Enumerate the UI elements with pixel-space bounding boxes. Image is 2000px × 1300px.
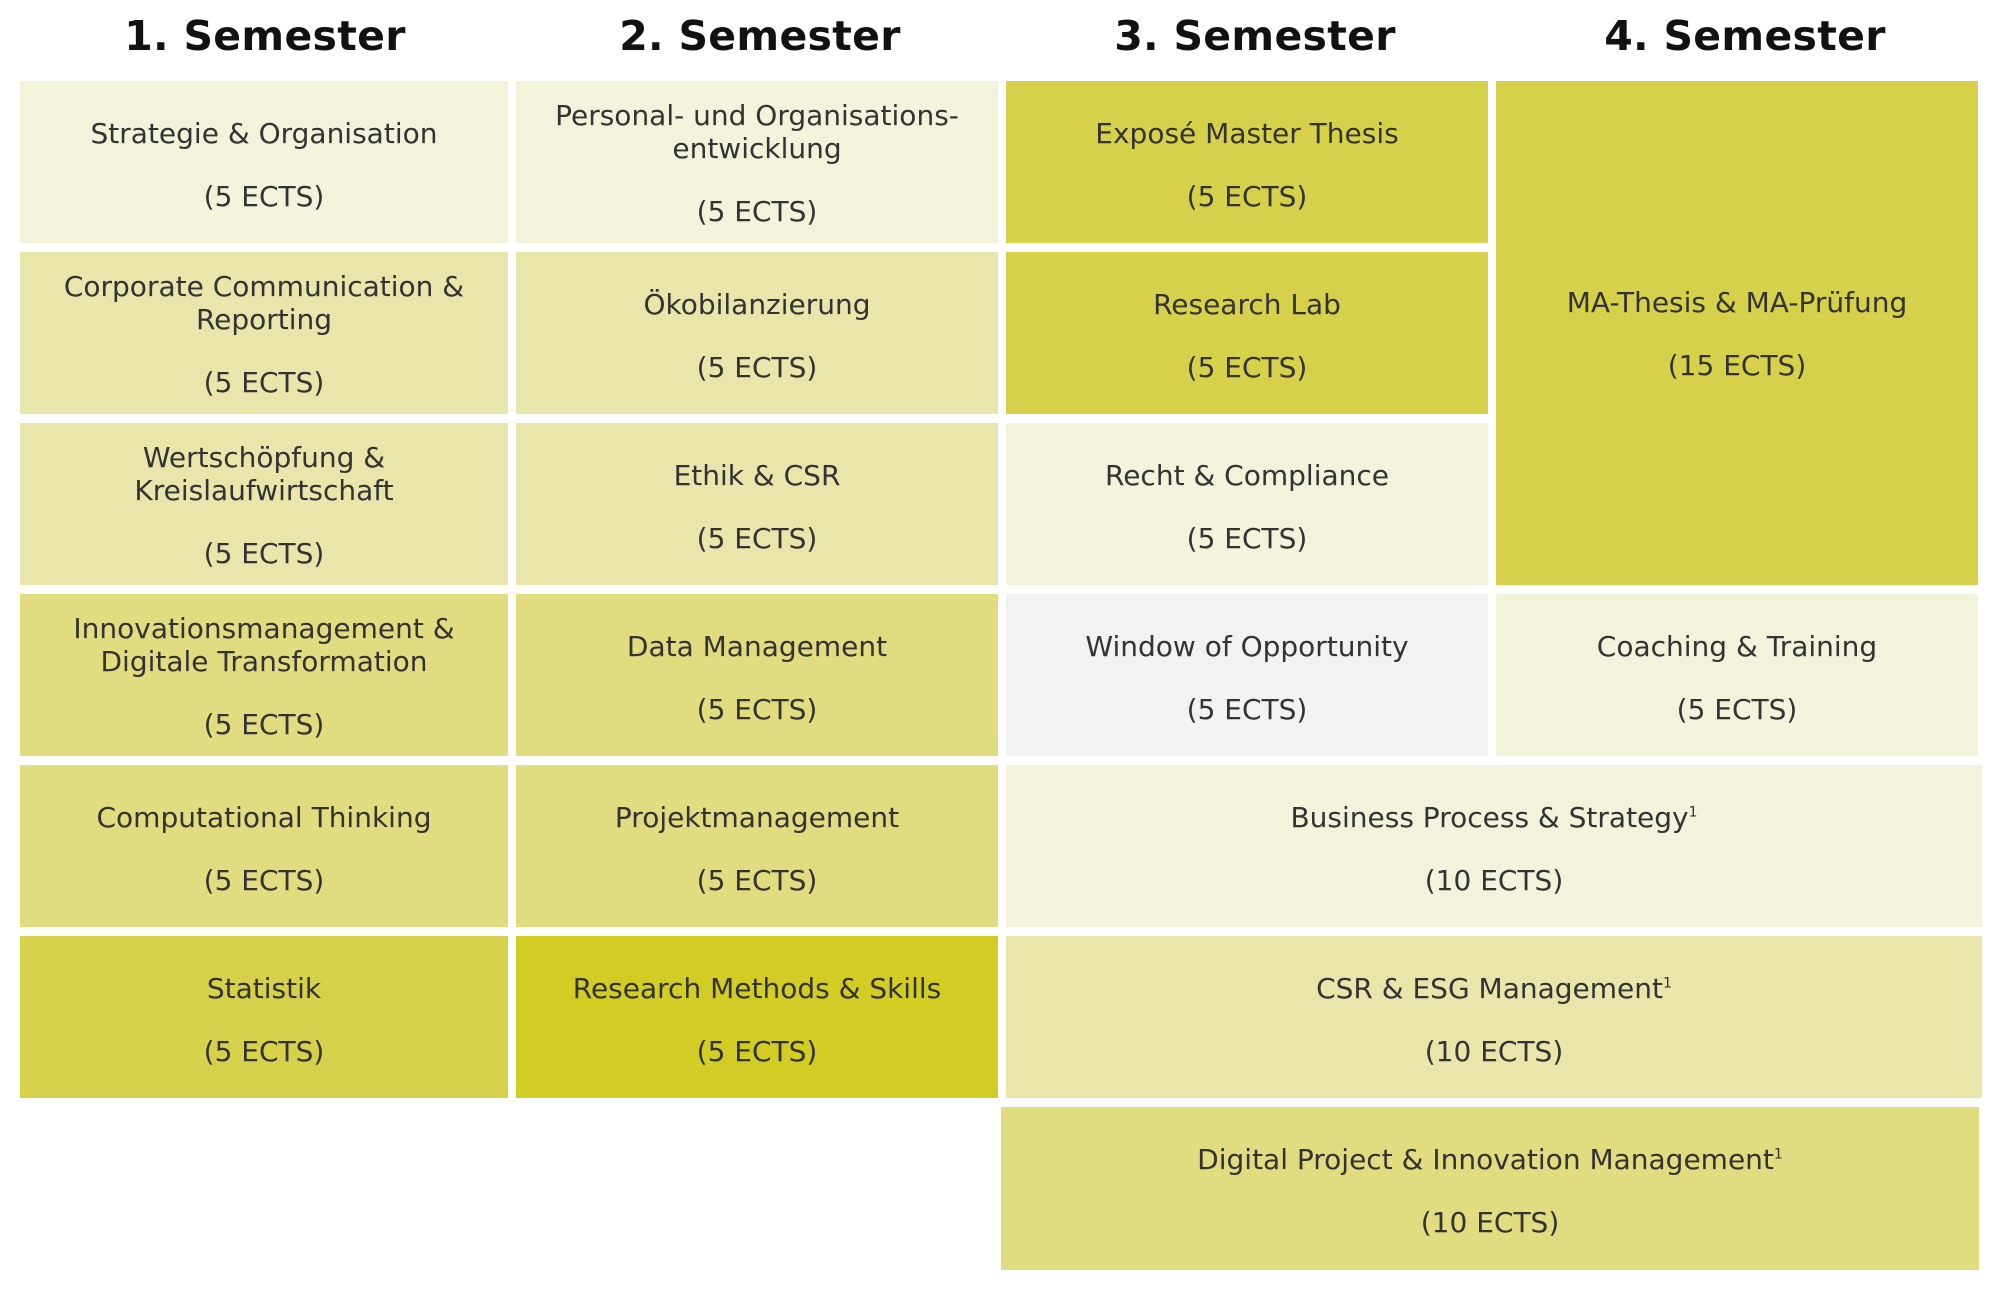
elective-digital-project-innovation: Digital Project & Innovation Management1…	[1001, 1107, 1979, 1270]
module-oekobilanzierung: Ökobilanzierung (5 ECTS)	[516, 252, 998, 414]
module-title: Window of Opportunity	[1085, 630, 1409, 663]
module-ects: (5 ECTS)	[1186, 693, 1308, 726]
module-title: Corporate Communication & Reporting	[63, 270, 465, 336]
module-ects: (5 ECTS)	[203, 537, 325, 570]
module-title: Data Management	[626, 630, 888, 663]
module-research-methods: Research Methods & Skills (5 ECTS)	[516, 936, 998, 1098]
module-innovationsmanagement: Innovationsmanagement & Digitale Transfo…	[20, 594, 508, 756]
module-title: Projektmanagement	[614, 801, 900, 834]
module-personal-organisationsentwicklung: Personal- und Organisations- entwicklung…	[516, 81, 998, 243]
footnote-marker: 1	[1773, 1146, 1783, 1163]
module-strategie-organisation: Strategie & Organisation (5 ECTS)	[20, 81, 508, 243]
module-window-of-opportunity: Window of Opportunity (5 ECTS)	[1006, 594, 1488, 756]
elective-csr-esg-management: CSR & ESG Management1 (10 ECTS)	[1006, 936, 1982, 1098]
semester-1-header: 1. Semester	[124, 12, 406, 60]
module-ects: (10 ECTS)	[1424, 864, 1564, 897]
module-title: MA-Thesis & MA-Prüfung	[1566, 286, 1908, 319]
module-title: Exposé Master Thesis	[1095, 117, 1399, 150]
module-ects: (10 ECTS)	[1420, 1206, 1560, 1239]
module-title: Digital Project & Innovation Management1	[1197, 1143, 1783, 1176]
module-ects: (5 ECTS)	[203, 366, 325, 399]
module-ects: (5 ECTS)	[1186, 351, 1308, 384]
module-ects: (5 ECTS)	[696, 693, 818, 726]
module-title: CSR & ESG Management1	[1316, 972, 1672, 1005]
module-title: Coaching & Training	[1596, 630, 1878, 663]
module-computational-thinking: Computational Thinking (5 ECTS)	[20, 765, 508, 927]
module-title: Strategie & Organisation	[90, 117, 438, 150]
module-title: Ethik & CSR	[673, 459, 841, 492]
module-ects: (5 ECTS)	[203, 708, 325, 741]
module-ects: (5 ECTS)	[203, 864, 325, 897]
module-ects: (5 ECTS)	[696, 195, 818, 228]
module-ects: (10 ECTS)	[1424, 1035, 1564, 1068]
elective-business-process-strategy: Business Process & Strategy1 (10 ECTS)	[1006, 765, 1982, 927]
module-coaching-training: Coaching & Training (5 ECTS)	[1496, 594, 1978, 756]
footnote-marker: 1	[1663, 975, 1672, 992]
module-data-management: Data Management (5 ECTS)	[516, 594, 998, 756]
module-ects: (5 ECTS)	[696, 1035, 818, 1068]
semester-2-header: 2. Semester	[619, 12, 901, 60]
footnote-marker: 1	[1688, 804, 1698, 821]
module-ects: (5 ECTS)	[696, 864, 818, 897]
semester-3-header: 3. Semester	[1114, 12, 1396, 60]
module-title: Computational Thinking	[96, 801, 432, 834]
module-title: Research Lab	[1153, 288, 1341, 321]
module-projektmanagement: Projektmanagement (5 ECTS)	[516, 765, 998, 927]
module-ects: (5 ECTS)	[203, 180, 325, 213]
module-ects: (15 ECTS)	[1667, 349, 1807, 382]
module-research-lab: Research Lab (5 ECTS)	[1006, 252, 1488, 414]
module-ethik-csr: Ethik & CSR (5 ECTS)	[516, 423, 998, 585]
module-ma-thesis: MA-Thesis & MA-Prüfung (15 ECTS)	[1496, 81, 1978, 585]
module-ects: (5 ECTS)	[696, 522, 818, 555]
module-title: Statistik	[206, 972, 322, 1005]
module-title: Recht & Compliance	[1105, 459, 1389, 492]
module-title: Business Process & Strategy1	[1290, 801, 1698, 834]
semester-4-header: 4. Semester	[1604, 12, 1886, 60]
module-wertschoepfung: Wertschöpfung & Kreislaufwirtschaft (5 E…	[20, 423, 508, 585]
module-recht-compliance: Recht & Compliance (5 ECTS)	[1006, 423, 1488, 585]
module-statistik: Statistik (5 ECTS)	[20, 936, 508, 1098]
module-ects: (5 ECTS)	[1186, 522, 1308, 555]
module-ects: (5 ECTS)	[1676, 693, 1798, 726]
module-title: Innovationsmanagement & Digitale Transfo…	[73, 612, 455, 678]
module-title: Ökobilanzierung	[643, 288, 871, 321]
module-corporate-communication: Corporate Communication & Reporting (5 E…	[20, 252, 508, 414]
module-title: Personal- und Organisations- entwicklung	[555, 99, 959, 165]
module-ects: (5 ECTS)	[203, 1035, 325, 1068]
module-title: Wertschöpfung & Kreislaufwirtschaft	[134, 441, 394, 507]
module-title: Research Methods & Skills	[572, 972, 942, 1005]
module-ects: (5 ECTS)	[696, 351, 818, 384]
module-ects: (5 ECTS)	[1186, 180, 1308, 213]
module-expose-master-thesis: Exposé Master Thesis (5 ECTS)	[1006, 81, 1488, 243]
